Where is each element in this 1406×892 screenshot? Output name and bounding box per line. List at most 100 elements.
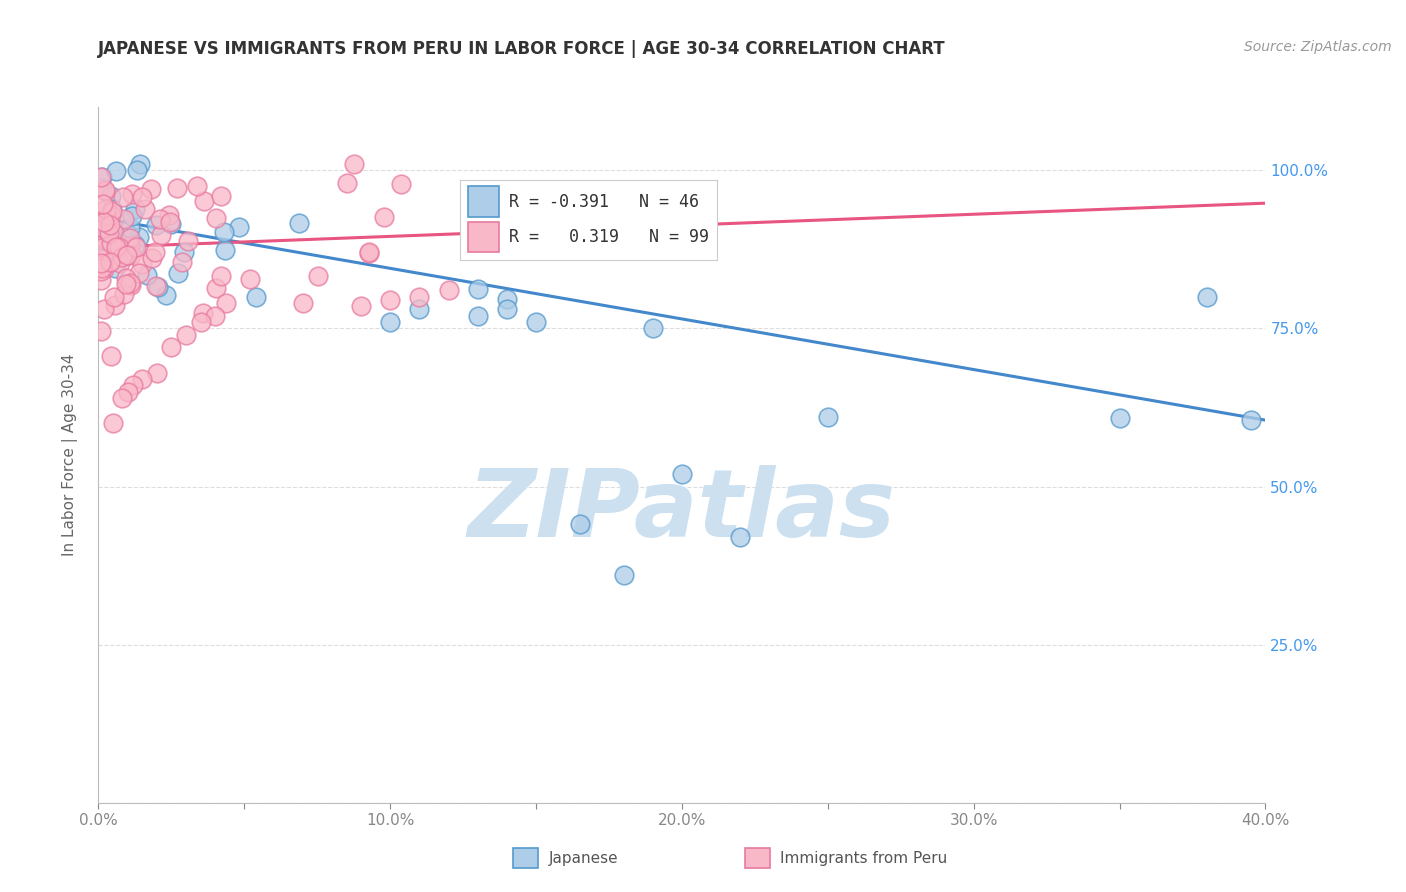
Point: [568, 517, 591, 532]
Point: [128, 229, 150, 244]
Point: [135, 268, 157, 282]
Point: [214, 226, 236, 240]
Point: [94, 202, 117, 217]
Point: [90, 260, 112, 275]
Point: [378, 315, 402, 329]
Y-axis label: In Labor Force | Age 30-34: In Labor Force | Age 30-34: [62, 353, 77, 557]
Point: [94, 182, 117, 196]
Point: [288, 217, 311, 231]
Text: ZIPatlas: ZIPatlas: [468, 465, 896, 557]
Point: [1195, 290, 1218, 304]
Point: [91, 258, 114, 272]
Point: [107, 251, 129, 265]
Text: R = -0.391   N = 46: R = -0.391 N = 46: [509, 193, 699, 211]
Bar: [468, 222, 499, 252]
Point: [141, 251, 163, 265]
Point: [122, 378, 145, 392]
Point: [94, 233, 117, 247]
Point: [114, 211, 136, 226]
Point: [408, 302, 430, 317]
Point: [166, 180, 188, 194]
Point: [176, 235, 198, 249]
Point: [93, 301, 115, 316]
Point: [96, 221, 118, 235]
Point: [104, 298, 127, 312]
Point: [495, 302, 517, 317]
Point: [111, 391, 134, 405]
Point: [160, 340, 183, 354]
Text: Japanese: Japanese: [548, 851, 619, 865]
Point: [97, 226, 120, 240]
Point: [112, 246, 135, 260]
Point: [96, 227, 118, 242]
Point: [90, 264, 112, 278]
Point: [495, 292, 517, 306]
Point: [124, 238, 146, 252]
Point: [101, 204, 124, 219]
Point: [91, 197, 114, 211]
Point: [408, 290, 430, 304]
Point: [90, 273, 112, 287]
Point: [100, 255, 122, 269]
Point: [118, 221, 141, 235]
Point: [111, 250, 134, 264]
Point: [204, 309, 226, 323]
Point: [134, 202, 156, 216]
Point: [103, 226, 125, 240]
Point: [172, 255, 194, 269]
Text: R =   0.319   N = 99: R = 0.319 N = 99: [509, 227, 709, 246]
Point: [193, 194, 215, 209]
Point: [114, 277, 136, 292]
Point: [105, 163, 128, 178]
Point: [671, 467, 693, 481]
Point: [145, 279, 167, 293]
Point: [115, 271, 138, 285]
Point: [131, 257, 153, 271]
Point: [145, 218, 167, 232]
Point: [186, 179, 208, 194]
Point: [93, 252, 115, 267]
Point: [100, 252, 122, 267]
Point: [104, 260, 127, 275]
Point: [129, 157, 152, 171]
Point: [389, 177, 412, 191]
Point: [378, 293, 402, 307]
Point: [350, 299, 373, 313]
Text: Immigrants from Peru: Immigrants from Peru: [780, 851, 948, 865]
Point: [101, 417, 124, 431]
Point: [94, 209, 117, 223]
Point: [1108, 411, 1130, 425]
Point: [127, 163, 149, 178]
Point: [359, 245, 381, 260]
Point: [118, 230, 141, 244]
Point: [173, 244, 195, 259]
Text: JAPANESE VS IMMIGRANTS FROM PERU IN LABOR FORCE | AGE 30-34 CORRELATION CHART: JAPANESE VS IMMIGRANTS FROM PERU IN LABO…: [98, 40, 946, 58]
Point: [612, 568, 634, 582]
Point: [437, 284, 460, 298]
Point: [205, 211, 228, 226]
Point: [124, 202, 146, 216]
Point: [641, 321, 664, 335]
Point: [101, 202, 124, 217]
Point: [112, 189, 135, 203]
Point: [190, 315, 212, 329]
Point: [146, 280, 169, 294]
Point: [167, 266, 190, 280]
Point: [131, 372, 153, 386]
Point: [94, 184, 117, 198]
Point: [93, 215, 115, 229]
Point: [125, 239, 148, 253]
Point: [728, 530, 751, 544]
Point: [112, 250, 135, 264]
Point: [245, 290, 267, 304]
Point: [100, 349, 122, 363]
Point: [336, 177, 359, 191]
Point: [128, 266, 150, 280]
Point: [108, 256, 131, 270]
Point: [467, 309, 489, 323]
Point: [117, 384, 139, 399]
Point: [103, 290, 125, 304]
Point: [214, 243, 236, 257]
Point: [120, 238, 142, 252]
Point: [1240, 413, 1263, 427]
